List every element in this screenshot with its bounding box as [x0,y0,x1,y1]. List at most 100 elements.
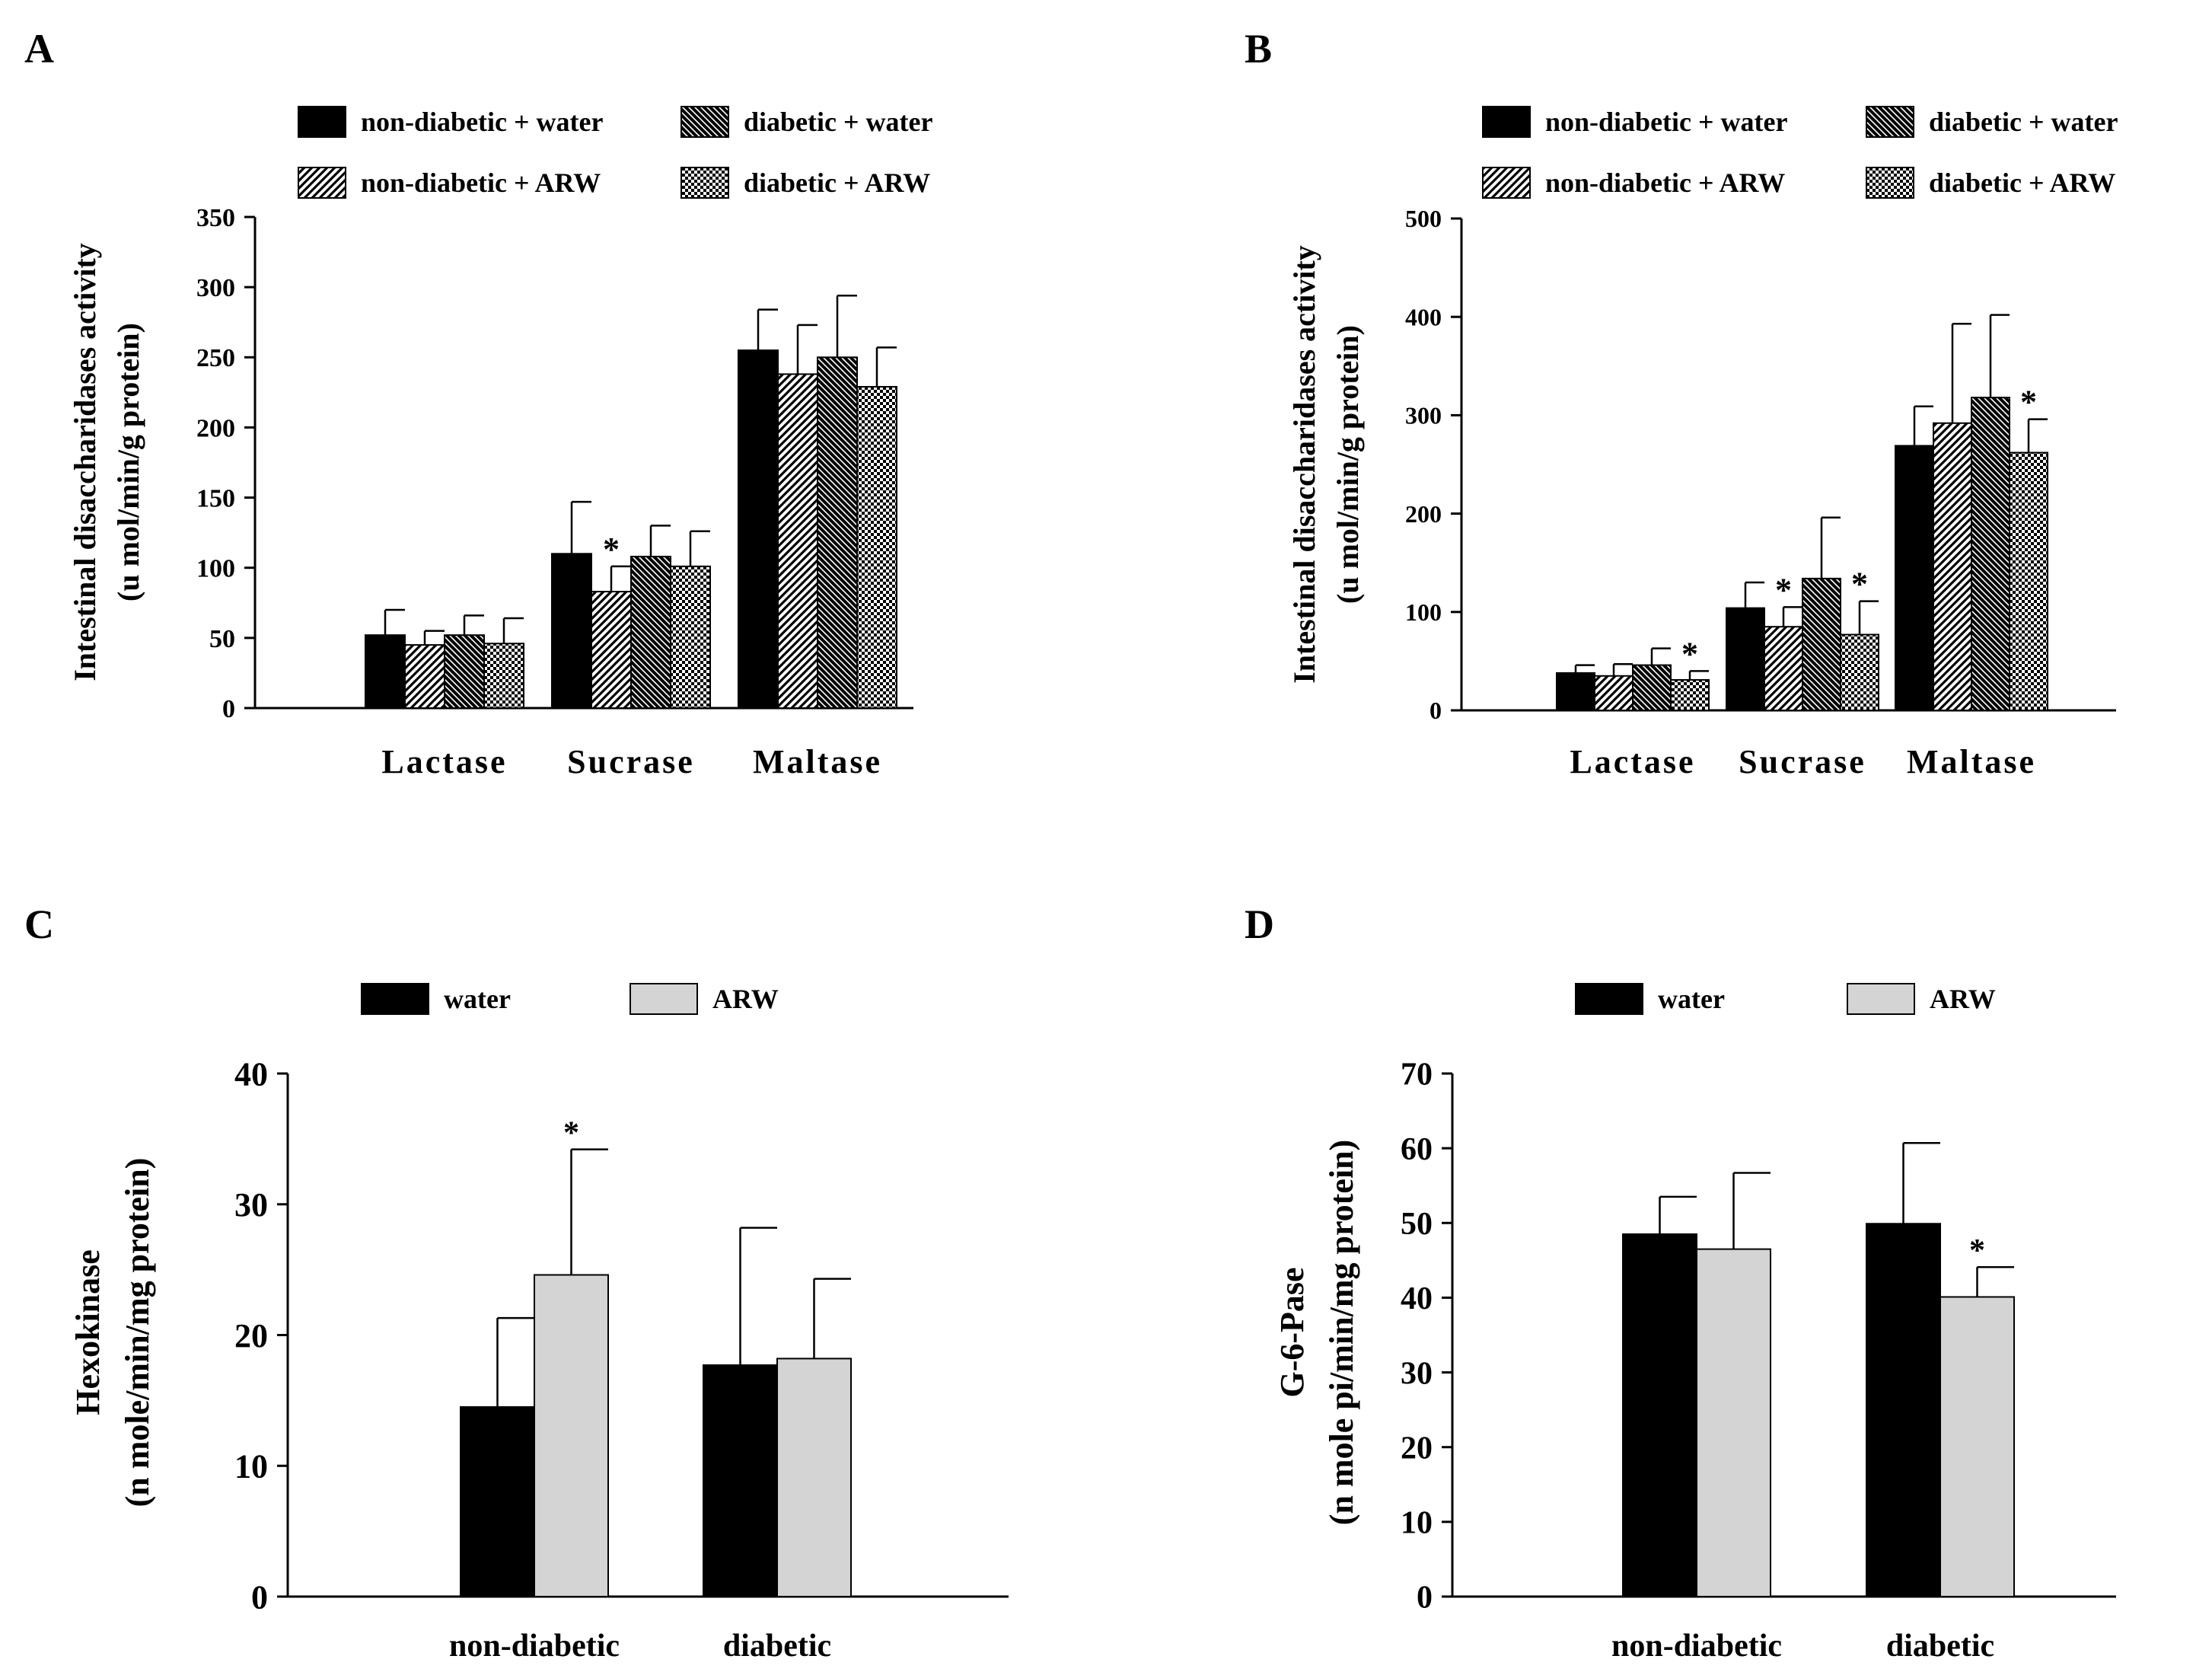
category-label: diabetic [723,1629,831,1664]
y-tick-label: 20 [234,1317,268,1354]
y-axis-label: Intestinal disaccharidases activity [68,243,102,681]
bar [1933,422,1972,712]
significance-star: * [563,1116,579,1151]
bar [2009,451,2048,711]
panel-label-a: A [24,26,54,72]
bar [1895,445,1934,712]
bar [1866,1223,1941,1597]
legend-label: non-diabetic + water [361,107,604,137]
y-tick-label: 20 [1401,1431,1433,1466]
bar [483,643,524,710]
y-tick-label: 50 [1401,1207,1433,1242]
chart-panel-a: non-diabetic + water diabetic + water non-… [68,106,932,780]
legend-label: ARW [1930,984,1996,1014]
y-tick-label: 60 [1401,1132,1433,1167]
chart-panel-d: water ARW 0 10 20 30 40 50 60 70 G-6-Pase (n mole p… [1273,983,2116,1664]
y-tick-label: 250 [196,344,235,372]
legend-label: diabetic + ARW [1929,168,2115,198]
y-tick-label: 10 [234,1448,268,1485]
y-axis-label: Intestinal disaccharidases activity [1287,245,1321,684]
legend-swatch [680,106,729,138]
y-axis-label-units: (n mole pi/min/mg protein) [1323,1140,1360,1525]
legend-swatch [1575,983,1643,1015]
panel-label-d: D [1245,901,1274,947]
significance-star: * [603,531,620,568]
legend-label: non-diabetic + ARW [1545,168,1785,198]
y-tick-label: 0 [1417,1581,1433,1616]
bar [817,356,858,709]
y-tick-label: 70 [1401,1058,1433,1093]
y-tick-label: 0 [222,695,235,723]
legend-label: water [1658,984,1725,1014]
category-label: diabetic [1886,1629,1994,1664]
bar [1764,626,1803,711]
bar [1556,672,1595,711]
legend-swatch [298,167,346,199]
bar [777,373,818,709]
chart-panel-c: water ARW 0 10 20 30 40 Hexokinase (n mole/min/m… [69,983,1009,1664]
y-tick-label: 400 [1405,303,1442,330]
y-tick-label: 300 [196,274,235,302]
y-tick-label: 200 [1405,500,1442,528]
bar [670,565,711,709]
legend-swatch [1482,106,1531,138]
legend-swatch [361,983,429,1015]
panel-label-b: B [1245,26,1272,72]
significance-star: * [1681,635,1698,672]
y-tick-label: 100 [196,555,235,583]
y-tick-label: 500 [1405,205,1442,232]
bar [444,634,485,710]
y-axis-label-units: (u mol/min/g protein) [1331,325,1365,604]
legend-swatch [1482,167,1531,199]
bar [1696,1248,1771,1598]
bar [460,1405,535,1598]
legend-label: diabetic + water [744,107,932,137]
bar [738,349,779,709]
significance-star: * [1969,1233,1985,1268]
legend-swatch [680,167,729,199]
category-label: Maltase [1907,743,2036,780]
y-tick-label: 300 [1405,402,1442,429]
y-axis-label-units: (u mol/min/g protein) [111,323,145,601]
legend-swatch [629,983,698,1015]
y-axis-label-units: (n mole/min/mg protein) [119,1158,156,1508]
legend-label: diabetic + water [1929,107,2118,137]
legend-swatch [298,106,346,138]
bar [856,385,897,709]
y-tick-label: 150 [196,484,235,512]
y-tick-label: 40 [234,1055,268,1093]
y-axis-label: G-6-Pase [1273,1267,1311,1397]
y-tick-label: 0 [251,1578,268,1616]
category-label: Maltase [753,743,882,780]
legend-label: water [444,984,511,1014]
significance-star: * [1775,571,1792,608]
bar [534,1274,609,1597]
bar [1622,1233,1697,1598]
bar [1594,675,1634,712]
panel-label-c: C [24,901,54,947]
y-axis-label: Hexokinase [69,1249,107,1415]
bar [404,644,445,709]
bar [551,553,592,709]
chart-panel-b: non-diabetic + water diabetic + water non-… [1287,106,2118,780]
category-label: non-diabetic [449,1629,620,1664]
legend-label: non-diabetic + water [1545,107,1788,137]
category-label: Lactase [1570,743,1695,780]
category-label: non-diabetic [1611,1629,1782,1664]
category-label: Lactase [381,743,507,780]
y-tick-label: 10 [1401,1506,1433,1541]
category-label: Sucrase [1739,743,1866,780]
y-tick-label: 40 [1401,1281,1433,1316]
bar [1939,1296,2015,1597]
bar [776,1358,852,1598]
bar [1670,678,1710,711]
y-tick-label: 30 [234,1186,268,1224]
bar [1840,633,1879,711]
bar [1971,397,2010,711]
y-tick-label: 100 [1405,598,1442,626]
significance-star: * [2020,384,2037,421]
legend-label: diabetic + ARW [744,168,930,198]
y-tick-label: 50 [209,625,235,653]
y-tick-label: 350 [196,204,235,232]
